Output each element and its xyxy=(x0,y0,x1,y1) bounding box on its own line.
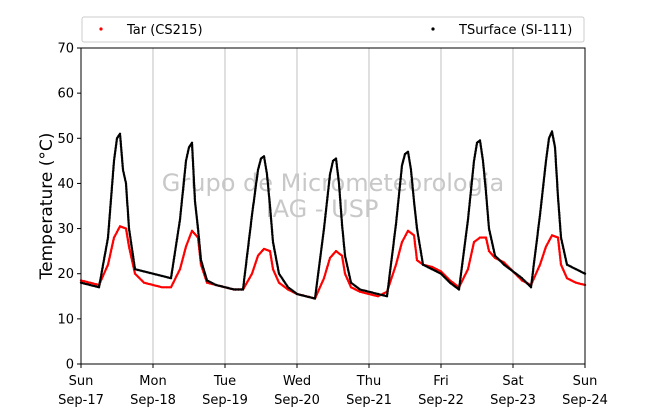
y-tick-label: 40 xyxy=(57,177,74,192)
y-tick-label: 60 xyxy=(57,87,74,102)
y-tick-label: 50 xyxy=(57,132,74,147)
watermark-line-1: Grupo de Micrometeorologia xyxy=(162,169,504,197)
legend-marker-tsurface xyxy=(431,27,435,31)
x-tick-label-day: Sun xyxy=(69,374,94,389)
series-tsurface xyxy=(79,130,587,300)
x-tick-label-day: Mon xyxy=(139,374,166,389)
x-tick-label-date: Sep-19 xyxy=(202,393,248,408)
legend-marker-tar xyxy=(99,27,103,31)
plot-area-frame xyxy=(80,47,586,365)
data-series xyxy=(79,130,587,300)
x-tick-label-date: Sep-18 xyxy=(130,393,176,408)
x-tick-label-date: Sep-22 xyxy=(418,393,464,408)
x-axis: Sun Sep-17 Mon Sep-18 Tue Sep-19 Wed Sep-20 Thu S… xyxy=(58,364,608,408)
y-axis-label: Temperature (°C) xyxy=(37,133,57,281)
legend-frame xyxy=(81,16,585,43)
x-tick-label-date: Sep-23 xyxy=(490,393,536,408)
y-tick-label: 10 xyxy=(57,312,74,327)
grid-lines xyxy=(152,48,514,364)
y-axis: 0 10 20 30 40 50 60 70 xyxy=(57,42,81,373)
legend: Tar (CS215) TSurface (SI-111) xyxy=(81,16,585,43)
x-tick-label-date: Sep-24 xyxy=(562,393,608,408)
x-tick-label-day: Wed xyxy=(283,374,311,389)
watermark: Grupo de Micrometeorologia IAG - USP xyxy=(162,169,504,223)
series-tar xyxy=(79,225,587,300)
legend-label-tsurface: TSurface (SI-111) xyxy=(458,23,572,38)
watermark-line-2: IAG - USP xyxy=(266,195,379,223)
y-tick-label: 30 xyxy=(57,222,74,237)
x-tick-label-day: Tue xyxy=(213,374,236,389)
x-tick-label-day: Sat xyxy=(502,374,523,389)
x-tick-label-date: Sep-20 xyxy=(274,393,320,408)
y-tick-label: 20 xyxy=(57,267,74,282)
x-tick-label-date: Sep-17 xyxy=(58,393,104,408)
x-tick-label-day: Sun xyxy=(573,374,598,389)
legend-label-tar: Tar (CS215) xyxy=(126,23,203,38)
y-tick-label: 70 xyxy=(57,42,74,57)
x-tick-label-day: Fri xyxy=(433,374,449,389)
x-tick-label-date: Sep-21 xyxy=(346,393,392,408)
y-tick-label: 0 xyxy=(66,358,74,373)
x-tick-label-day: Thu xyxy=(356,374,381,389)
